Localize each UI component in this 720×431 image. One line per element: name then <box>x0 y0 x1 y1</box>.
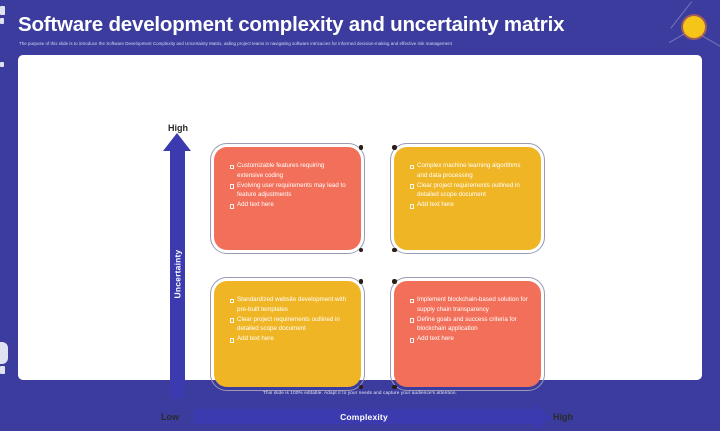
page-subtitle: The purpose of this slide is to introduc… <box>19 41 679 46</box>
list-item: Clear project requirements outlined in d… <box>408 181 531 200</box>
quadrant-bullet-list: Customizable features requiring extensiv… <box>228 161 351 210</box>
list-item: Implement blockchain-based solution for … <box>408 295 531 314</box>
quadrant-bullet-list: Standardized website development with pr… <box>228 295 351 344</box>
connector-dot <box>359 145 364 150</box>
list-item: Customizable features requiring extensiv… <box>228 161 351 180</box>
connector-dot <box>392 279 397 284</box>
x-axis-label: Complexity <box>194 409 534 424</box>
edge-chip <box>0 342 8 364</box>
x-axis-low-label: Low <box>161 412 179 422</box>
quadrant-top-right[interactable]: Complex machine learning algorithms and … <box>394 147 541 250</box>
list-item: Add text here <box>408 334 531 344</box>
connector-dot <box>359 279 364 284</box>
connector-dot <box>392 248 397 253</box>
x-axis-high-label: High <box>553 412 573 422</box>
edge-chip <box>0 62 4 67</box>
y-axis-label-wrap: Uncertainty <box>170 149 185 399</box>
list-item: Add text here <box>228 334 351 344</box>
footer-note: This slide is 100% editable. Adapt it to… <box>263 390 457 395</box>
list-item: Standardized website development with pr… <box>228 295 351 314</box>
list-item: Add text here <box>228 200 351 210</box>
list-item: Evolving user requirements may lead to f… <box>228 181 351 200</box>
quadrant-top-left[interactable]: Customizable features requiring extensiv… <box>214 147 361 250</box>
connector-dot <box>359 248 364 253</box>
slide-footer: This slide is 100% editable. Adapt it to… <box>0 380 720 404</box>
matrix-card: High Uncertainty Low Complexity High Cus… <box>18 55 702 380</box>
y-axis-high-label: High <box>168 123 188 133</box>
list-item: Complex machine learning algorithms and … <box>408 161 531 180</box>
connector-dot <box>392 145 397 150</box>
y-axis-label: Uncertainty <box>173 250 183 299</box>
quadrant-bullet-list: Complex machine learning algorithms and … <box>408 161 531 210</box>
x-axis-arrowhead <box>534 403 552 431</box>
edge-chip <box>0 366 5 374</box>
quadrant-bottom-right[interactable]: Implement blockchain-based solution for … <box>394 281 541 387</box>
quadrant-bullet-list: Implement blockchain-based solution for … <box>408 295 531 344</box>
list-item: Define goals and success criteria for bl… <box>408 315 531 334</box>
page-title: Software development complexity and unce… <box>18 13 564 37</box>
list-item: Add text here <box>408 200 531 210</box>
list-item: Clear project requirements outlined in d… <box>228 315 351 334</box>
quadrant-bottom-left[interactable]: Standardized website development with pr… <box>214 281 361 387</box>
slide-header: Software development complexity and unce… <box>0 0 720 60</box>
